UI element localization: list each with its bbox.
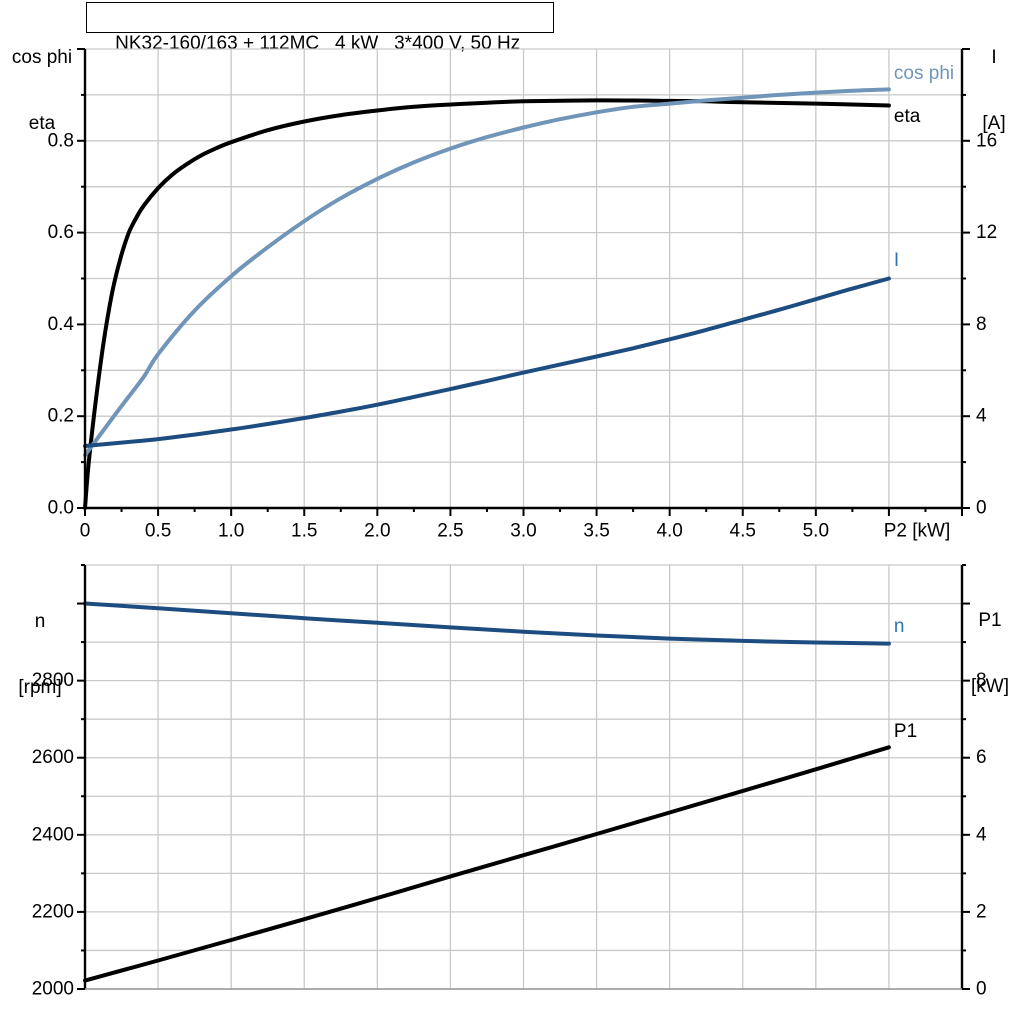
axis-title-p1-unit: [kW]: [971, 676, 1009, 697]
axis-title-current-unit: [A]: [982, 113, 1006, 134]
x-tick-label: 1.0: [218, 521, 244, 542]
series-label-I: I: [894, 250, 899, 271]
axis-title-speed-unit: [rpm]: [18, 677, 62, 698]
x-tick-label: 4.5: [730, 521, 756, 542]
curve-P1: [83, 745, 891, 983]
x-tick-label: 1.5: [291, 521, 317, 542]
right-tick-label: 0: [976, 498, 987, 519]
x-tick-label: 5.0: [803, 521, 829, 542]
curve-I: [83, 276, 891, 449]
right-tick-label: 4: [976, 406, 987, 427]
x-axis-title: P2 [kW]: [884, 521, 951, 542]
left-tick-label: 2600: [32, 747, 74, 768]
left-tick-label: 2200: [32, 901, 74, 922]
right-tick-label: 16: [976, 130, 997, 151]
x-tick-label: 2.5: [437, 521, 463, 542]
x-tick-label: 0.5: [145, 521, 171, 542]
panel-1: n P1 2000 2200 2400 2600 2800 0 2 4 6 8: [32, 564, 987, 1000]
left-tick-label: 0.6: [48, 222, 74, 243]
top-left-axis-title: cos phi eta: [0, 3, 84, 179]
bottom-right-axis-title: P1 [kW]: [962, 566, 1018, 742]
series-label-P1: P1: [894, 721, 917, 742]
left-tick-label: 2400: [32, 824, 74, 845]
right-tick-label: 4: [976, 824, 987, 845]
left-tick-label: 2000: [32, 979, 74, 1000]
x-tick-label: 2.0: [364, 521, 390, 542]
right-tick-label: 2: [976, 901, 987, 922]
right-tick-label: 12: [976, 222, 997, 243]
x-tick-label: 4.0: [656, 521, 682, 542]
top-right-axis-title: I [A]: [966, 3, 1022, 179]
series-label-cos-phi: cos phi: [894, 63, 954, 84]
x-tick-label: 0: [80, 521, 91, 542]
right-tick-label: 8: [976, 314, 987, 335]
x-tick-label: 3.0: [510, 521, 536, 542]
right-tick-label: 0: [976, 979, 987, 1000]
panel-0: eta cos phi I 0.0 0.2 0.4 0.6 0.8 0 4 8 12 16 0 0.5 1.0…: [48, 48, 997, 542]
series-label-eta: eta: [894, 106, 921, 127]
axis-title-p1: P1: [978, 610, 1002, 631]
series-label-n: n: [894, 616, 905, 637]
curve-n: [83, 601, 891, 646]
left-tick-label: 2800: [32, 670, 74, 691]
x-tick-label: 3.5: [583, 521, 609, 542]
left-tick-label: 0.4: [48, 314, 75, 335]
left-tick-label: 0.0: [48, 498, 74, 519]
curve-eta: [83, 98, 891, 510]
left-tick-label: 0.2: [48, 406, 74, 427]
axis-title-cos-phi: cos phi: [11, 47, 73, 68]
axis-title-speed: n: [34, 611, 46, 632]
left-tick-label: 0.8: [48, 130, 74, 151]
bottom-left-axis-title: n [rpm]: [0, 567, 80, 743]
axis-title-current: I: [991, 47, 997, 68]
curve-cos-phi: [83, 87, 891, 458]
right-tick-label: 6: [976, 747, 987, 768]
axis-title-eta: eta: [28, 113, 56, 134]
right-tick-label: 8: [976, 670, 987, 691]
